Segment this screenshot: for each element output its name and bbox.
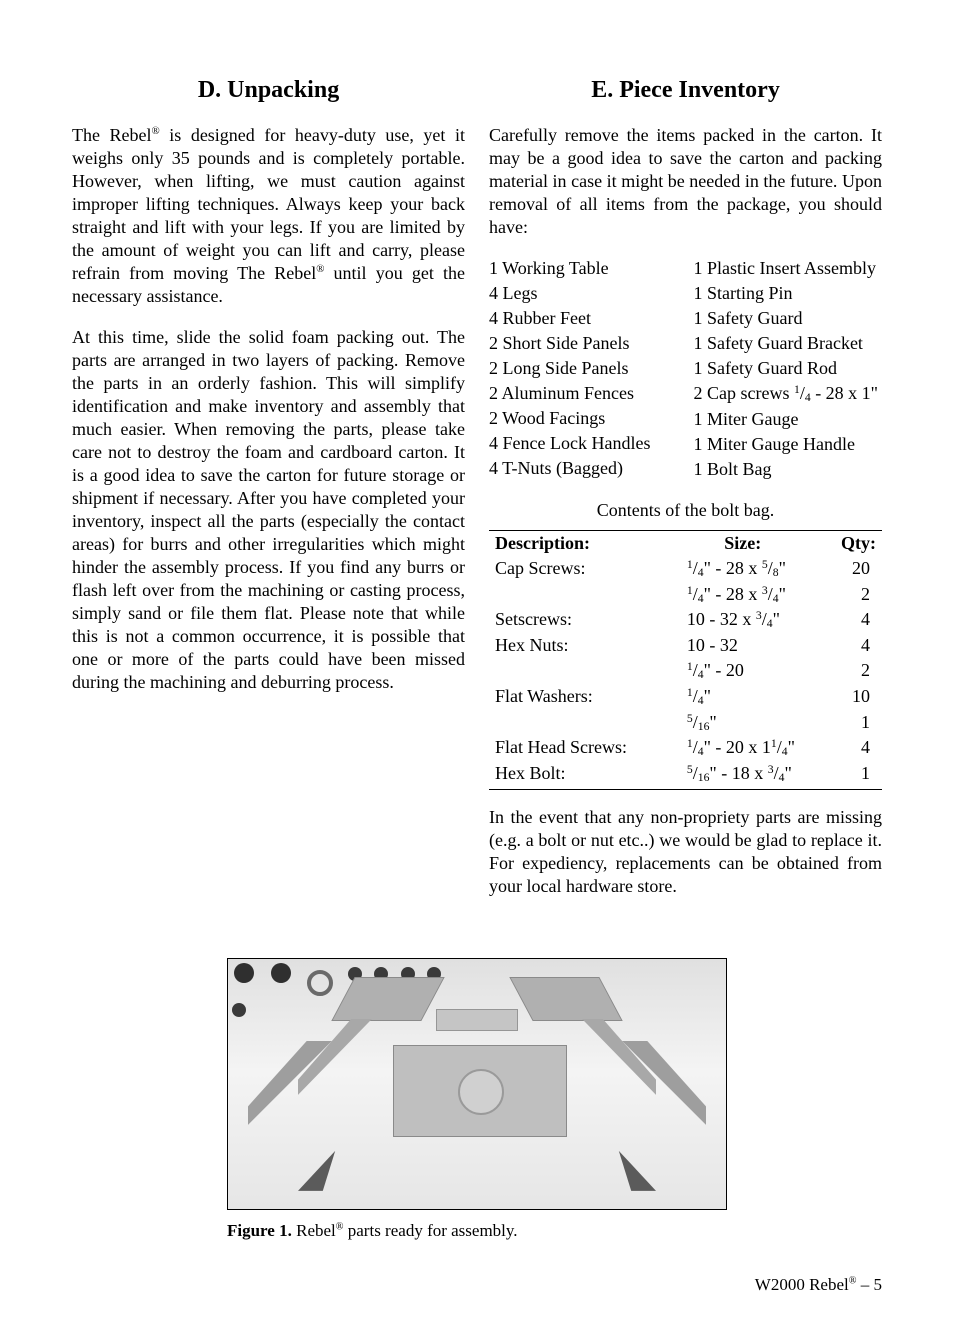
cell-qty: 4 [827,607,882,633]
cell-description: Cap Screws: [489,556,659,582]
section-e-title: E. Piece Inventory [489,75,882,106]
cell-qty: 1 [827,710,882,736]
cell-size: 1/4" - 28 x 3/4" [659,582,827,608]
cell-description [489,658,659,684]
cell-qty: 4 [827,633,882,658]
list-item: 1 Safety Guard Rod [694,357,883,380]
list-item: 1 Starting Pin [694,282,883,305]
list-item: 4 Legs [489,282,678,305]
inventory-outro: In the event that any non-propriety part… [489,806,882,898]
list-item: 4 T-Nuts (Bagged) [489,457,678,480]
cell-qty: 20 [827,556,882,582]
page-footer: W2000 Rebel® – 5 [72,1274,882,1296]
inventory-intro: Carefully remove the items packed in the… [489,124,882,239]
cell-description: Hex Bolt: [489,761,659,789]
illustration-shape [298,1151,360,1191]
unpacking-para-1: The Rebel® is designed for heavy-duty us… [72,124,465,308]
list-item: 1 Miter Gauge Handle [694,433,883,456]
cell-qty: 2 [827,582,882,608]
registered-mark-icon: ® [849,1275,857,1286]
cell-description: Flat Washers: [489,684,659,710]
illustration-shape [622,1041,706,1125]
bolt-bag-caption: Contents of the bolt bag. [489,499,882,522]
column-e-inventory: E. Piece Inventory Carefully remove the … [489,75,882,898]
list-item: 1 Plastic Insert Assembly [694,257,883,280]
list-item: 4 Fence Lock Handles [489,432,678,455]
table-row: Hex Nuts:10 - 324 [489,633,882,658]
cell-description: Flat Head Screws: [489,735,659,761]
list-item: 1 Safety Guard Bracket [694,332,883,355]
cell-qty: 1 [827,761,882,789]
list-item: 2 Short Side Panels [489,332,678,355]
figure-1-wrap: Figure 1. Rebel® parts ready for assembl… [72,958,882,1242]
cell-size: 5/16" [659,710,827,736]
two-column-layout: D. Unpacking The Rebel® is designed for … [72,75,882,898]
illustration-shape [248,1041,332,1125]
list-item: 2 Aluminum Fences [489,382,678,405]
illustration-shape [458,1069,504,1115]
list-item: 1 Safety Guard [694,307,883,330]
cell-size: 10 - 32 [659,633,827,658]
section-d-title: D. Unpacking [72,75,465,106]
table-row: Cap Screws:1/4" - 28 x 5/8"20 [489,556,882,582]
inventory-list-left: 1 Working Table4 Legs4 Rubber Feet2 Shor… [489,257,678,483]
illustration-shape [594,1151,656,1191]
cell-size: 1/4" - 20 x 11/4" [659,735,827,761]
table-header-row: Description: Size: Qty: [489,530,882,556]
registered-mark-icon: ® [336,1221,344,1232]
text-span: The Rebel [72,125,152,145]
illustration-shape [307,970,333,996]
cell-size: 1/4" - 20 [659,658,827,684]
table-row: Flat Washers:1/4"10 [489,684,882,710]
cell-size: 5/16" - 18 x 3/4" [659,761,827,789]
list-item: 1 Bolt Bag [694,458,883,481]
cell-size: 10 - 32 x 3/4" [659,607,827,633]
figure-1-image [227,958,727,1210]
list-item: 1 Working Table [489,257,678,280]
figure-1-caption: Figure 1. Rebel® parts ready for assembl… [227,1220,727,1242]
list-item: 2 Wood Facings [489,407,678,430]
inventory-list-right: 1 Plastic Insert Assembly1 Starting Pin1… [694,257,883,483]
cell-size: 1/4" - 28 x 5/8" [659,556,827,582]
table-row: Setscrews:10 - 32 x 3/4"4 [489,607,882,633]
illustration-shape [234,963,254,983]
table-row: Hex Bolt:5/16" - 18 x 3/4"1 [489,761,882,789]
registered-mark-icon: ® [152,125,160,137]
cell-size: 1/4" [659,684,827,710]
footer-model: W2000 Rebel [755,1275,849,1294]
text-span: Rebel [292,1221,336,1240]
piece-inventory-lists: 1 Working Table4 Legs4 Rubber Feet2 Shor… [489,257,882,483]
text-span: is designed for heavy-duty use, yet it w… [72,125,465,283]
illustration-shape [232,1003,246,1017]
cell-qty: 4 [827,735,882,761]
col-header-qty: Qty: [827,530,882,556]
footer-page: – 5 [857,1275,883,1294]
table-row: 1/4" - 202 [489,658,882,684]
illustration-shape [436,1009,518,1031]
unpacking-para-2: At this time, slide the solid foam packi… [72,326,465,695]
illustration-shape [509,977,622,1021]
cell-description [489,710,659,736]
col-header-size: Size: [659,530,827,556]
cell-qty: 10 [827,684,882,710]
list-item: 2 Cap screws 1/4 - 28 x 1" [694,382,883,406]
text-span: parts ready for assembly. [344,1221,518,1240]
table-row: 1/4" - 28 x 3/4"2 [489,582,882,608]
cell-description: Setscrews: [489,607,659,633]
cell-description [489,582,659,608]
table-row: Flat Head Screws:1/4" - 20 x 11/4"4 [489,735,882,761]
bolt-bag-table: Description: Size: Qty: Cap Screws:1/4" … [489,530,882,790]
list-item: 2 Long Side Panels [489,357,678,380]
column-d-unpacking: D. Unpacking The Rebel® is designed for … [72,75,465,898]
cell-qty: 2 [827,658,882,684]
illustration-shape [271,963,291,983]
table-row: 5/16"1 [489,710,882,736]
list-item: 1 Miter Gauge [694,408,883,431]
cell-description: Hex Nuts: [489,633,659,658]
list-item: 4 Rubber Feet [489,307,678,330]
col-header-description: Description: [489,530,659,556]
figure-label: Figure 1. [227,1221,292,1240]
